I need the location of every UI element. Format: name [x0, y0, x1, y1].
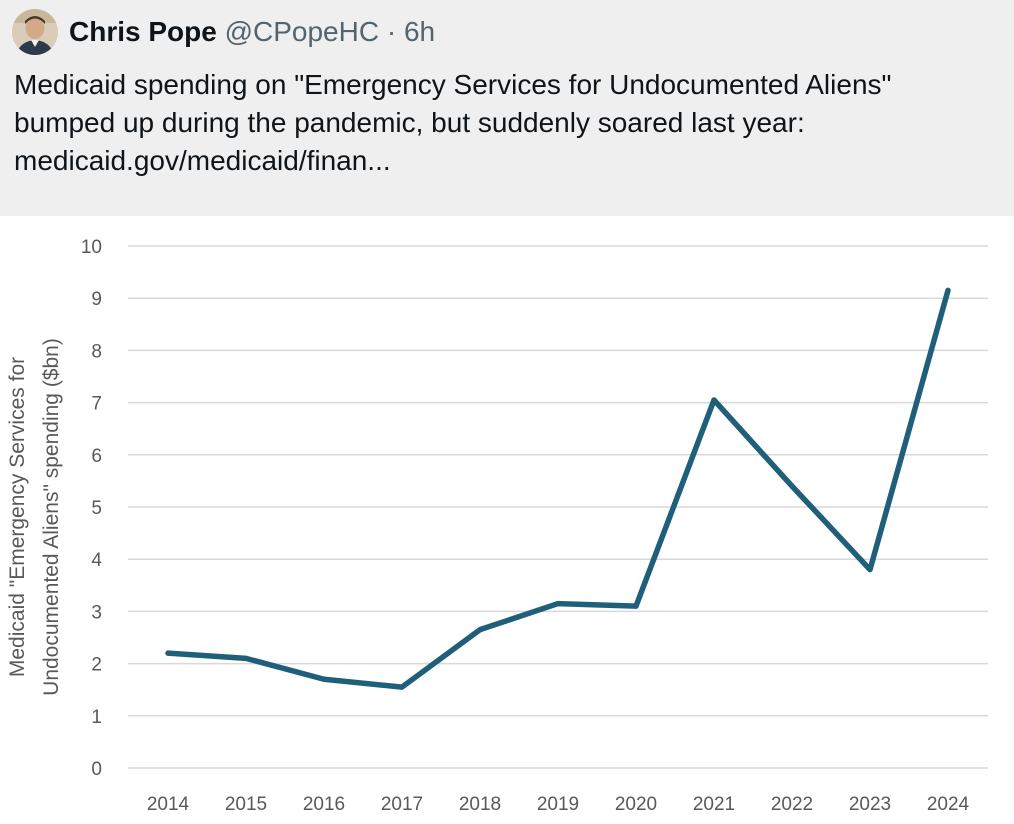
data-point-2019 — [555, 601, 561, 607]
data-point-2021 — [711, 397, 717, 403]
y-tick-label: 6 — [91, 446, 102, 467]
line-chart[interactable]: 0 1 2 3 4 5 6 7 8 9 10 2014 2015 2016 2017 2018 2019 202… — [0, 216, 1014, 824]
data-point-2023 — [867, 567, 873, 573]
x-tick-label: 2017 — [381, 794, 423, 815]
tweet-header — [0, 0, 1014, 216]
y-axis-label-line: Medicaid "Emergency Services for — [6, 357, 29, 677]
gridlines — [128, 245, 988, 769]
y-tick-label: 10 — [81, 237, 102, 258]
tweet-text-line: Medicaid spending on "Emergency Services… — [14, 69, 892, 100]
x-tick-label: 2016 — [303, 794, 345, 815]
data-point-2020 — [633, 603, 639, 609]
author-name[interactable]: Chris Pope — [69, 16, 217, 47]
x-tick-label: 2023 — [849, 794, 891, 815]
y-tick-label: 2 — [91, 655, 102, 676]
data-point-2017 — [399, 684, 405, 690]
y-tick-label: 9 — [91, 289, 102, 310]
y-tick-label: 0 — [91, 759, 102, 780]
data-point-2022 — [789, 483, 795, 489]
x-tick-label: 2021 — [693, 794, 735, 815]
data-point-2014 — [165, 650, 171, 656]
y-axis-label-line: Undocumented Aliens" spending ($bn) — [40, 338, 63, 696]
x-tick-label: 2024 — [927, 794, 970, 815]
x-tick-label: 2015 — [225, 794, 267, 815]
y-tick-label: 3 — [91, 602, 102, 623]
data-point-2018 — [477, 627, 483, 633]
author-handle[interactable]: @CPopeHC — [224, 16, 380, 47]
separator-dot: · — [386, 16, 397, 47]
x-axis-ticks: 2014 2015 2016 2017 2018 2019 2020 2021 2022 2023… — [147, 794, 970, 815]
x-tick-label: 2020 — [615, 794, 657, 815]
data-point-2016 — [321, 676, 327, 682]
data-point-2024 — [945, 287, 951, 293]
tweet-text-line: bumped up during the pandemic, but sudde… — [14, 107, 805, 138]
author-line: Chris Pope @CPopeHC · 6h — [69, 12, 435, 52]
x-tick-label: 2014 — [147, 794, 190, 815]
y-axis-label: Medicaid "Emergency Services for Undocume… — [6, 338, 63, 696]
y-tick-label: 1 — [91, 707, 102, 728]
tweet-age[interactable]: 6h — [403, 16, 436, 47]
x-tick-label: 2022 — [771, 794, 813, 815]
x-tick-label: 2018 — [459, 794, 501, 815]
avatar-photo — [12, 9, 58, 55]
y-tick-label: 8 — [91, 341, 102, 362]
tweet-text: Medicaid spending on "Emergency Services… — [14, 66, 1004, 180]
tweet-link[interactable]: medicaid.gov/medicaid/finan... — [14, 145, 391, 176]
y-tick-label: 5 — [91, 498, 102, 519]
series — [165, 287, 951, 690]
avatar[interactable] — [12, 9, 58, 55]
y-tick-label: 4 — [91, 550, 102, 571]
y-axis-ticks: 0 1 2 3 4 5 6 7 8 9 10 — [81, 237, 103, 780]
x-tick-label: 2019 — [537, 794, 579, 815]
data-point-2015 — [243, 655, 249, 661]
y-tick-label: 7 — [91, 394, 102, 415]
